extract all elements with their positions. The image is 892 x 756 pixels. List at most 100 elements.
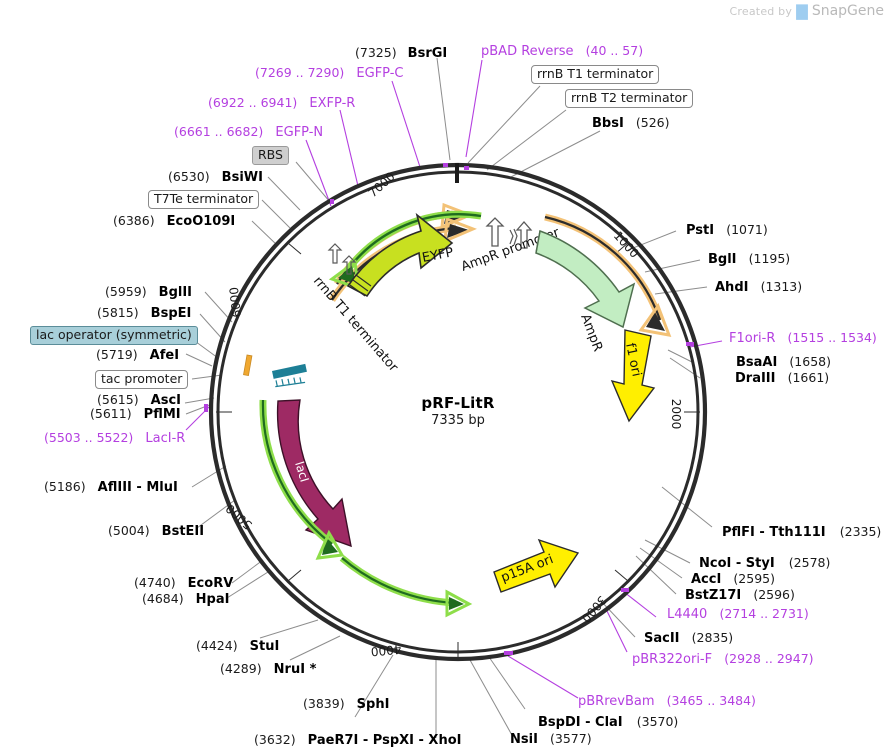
label-pbr322ori-f[interactable]: pBR322ori-F (2928 .. 2947) <box>632 652 814 667</box>
label-bbsi[interactable]: BbsI (526) <box>592 114 670 131</box>
laci-r-range: (5503 .. 5522) <box>44 430 134 445</box>
bsaai-name: BsaAI <box>736 355 778 370</box>
label-bspdi-clai[interactable]: BspDI - ClaI (3570) <box>538 713 678 730</box>
ecorv-position: (4740) <box>134 575 176 590</box>
label-ahdi[interactable]: AhdI (1313) <box>715 278 802 295</box>
leader-lines <box>184 57 713 738</box>
pbr322ori-f-name: pBR322ori-F <box>632 652 713 667</box>
label-hpai[interactable]: (4684) HpaI <box>142 590 229 607</box>
snapgene-watermark: Created by ▇ SnapGene <box>730 3 884 19</box>
label-afei[interactable]: (5719) AfeI <box>96 346 179 363</box>
ruler-label-2000: 2000 <box>669 399 683 430</box>
label-sacii[interactable]: SacII (2835) <box>644 629 733 646</box>
bsrgi-position: (7325) <box>355 45 397 60</box>
bspei-position: (5815) <box>97 305 139 320</box>
feature-label-eyfp: EYFP <box>421 245 455 266</box>
label-ncoi-styi[interactable]: NcoI - StyI (2578) <box>699 554 830 571</box>
label-rrnb-t1-terminator[interactable]: rrnB T1 terminator <box>531 65 660 84</box>
label-asci[interactable]: (5615) AscI <box>97 391 181 408</box>
label-tac-promoter[interactable]: tac promoter <box>95 370 189 389</box>
sphi-name: SphI <box>356 697 390 712</box>
label-draiii[interactable]: DraIII (1661) <box>735 369 829 386</box>
label-rbs[interactable]: RBS <box>252 146 289 165</box>
feature-ampr: AmpR <box>535 229 636 354</box>
l4440-range: (2714 .. 2731) <box>719 606 809 621</box>
pflmi-name: PflMI <box>143 407 181 422</box>
feature-label-f1-ori: f1 ori <box>622 342 644 378</box>
f1ori-r-name: F1ori-R <box>729 331 776 346</box>
label-acci[interactable]: AccI (2595) <box>691 570 775 587</box>
label-stui[interactable]: (4424) StuI <box>196 637 279 654</box>
label-lac-operator[interactable]: lac operator (symmetric) <box>30 326 198 345</box>
egfp-n-range: (6661 .. 6682) <box>174 124 264 139</box>
nsii-name: NsiI <box>510 732 538 747</box>
pflfi-tth111i-position: (2335) <box>839 524 882 539</box>
afliii-position: (5186) <box>44 479 86 494</box>
sacii-name: SacII <box>644 631 680 646</box>
pbad-reverse-range: (40 .. 57) <box>585 43 644 58</box>
paer7i-name: PaeR7I - PspXI - XhoI <box>307 733 462 748</box>
label-laci-r[interactable]: (5503 .. 5522) LacI-R <box>44 431 185 446</box>
label-exfp-r[interactable]: (6922 .. 6941) EXFP-R <box>208 96 355 111</box>
label-egfp-n[interactable]: (6661 .. 6682) EGFP-N <box>174 125 323 140</box>
label-rrnb-t2-terminator[interactable]: rrnB T2 terminator <box>565 89 694 108</box>
label-pbrrevbam[interactable]: pBRrevBam (3465 .. 3484) <box>578 694 756 709</box>
primer-arrow-green-top <box>328 210 482 291</box>
nsii-position: (3577) <box>550 731 592 746</box>
label-l4440[interactable]: L4440 (2714 .. 2731) <box>667 607 809 622</box>
f1ori-r-range: (1515 .. 1534) <box>787 330 877 345</box>
label-ecorv[interactable]: (4740) EcoRV <box>134 574 233 591</box>
watermark-brand: SnapGene <box>811 3 884 19</box>
paer7i-position: (3632) <box>254 732 296 747</box>
ecoo109i-position: (6386) <box>113 213 155 228</box>
sacii-position: (2835) <box>691 630 734 645</box>
label-t7te-terminator[interactable]: T7Te terminator <box>148 190 260 209</box>
ncoi-styi-name: NcoI - StyI <box>699 556 775 571</box>
label-bsaai[interactable]: BsaAI (1658) <box>736 353 831 370</box>
ahdi-position: (1313) <box>760 279 803 294</box>
pflfi-tth111i-name: PflFI - Tth111I <box>722 525 826 540</box>
bgli-position: (1195) <box>748 251 791 266</box>
label-bgli[interactable]: BglI (1195) <box>708 250 790 267</box>
label-bspei[interactable]: (5815) BspEI <box>97 304 191 321</box>
afei-name: AfeI <box>149 348 180 363</box>
label-paer7i-pspxi-xhoi[interactable]: (3632) PaeR7I - PspXI - XhoI <box>254 731 461 748</box>
label-bsteii[interactable]: (5004) BstEII <box>108 522 204 539</box>
bspdi-clai-position: (3570) <box>636 714 679 729</box>
label-pflfi-tth111i[interactable]: PflFI - Tth111I (2335) <box>722 523 881 540</box>
feature-label-ampr: AmpR <box>577 312 605 354</box>
label-nrui[interactable]: (4289) NruI * <box>220 660 316 677</box>
feature-p15a-ori: p15A ori <box>493 538 580 593</box>
l4440-name: L4440 <box>667 607 708 622</box>
label-bglii[interactable]: (5959) BglII <box>105 283 192 300</box>
bsaai-position: (1658) <box>789 354 831 369</box>
label-bstz17i[interactable]: BstZ17I (2596) <box>685 586 795 603</box>
label-bsiwi[interactable]: (6530) BsiWI <box>168 168 263 185</box>
bsrgi-name: BsrGI <box>407 46 448 61</box>
label-afliii-mlui[interactable]: (5186) AflIII - MluI <box>44 478 178 495</box>
pbrrevbam-range: (3465 .. 3484) <box>666 693 756 708</box>
label-pbad-reverse[interactable]: pBAD Reverse (40 .. 57) <box>481 44 643 59</box>
feature-tac-promoter-tick <box>243 354 253 377</box>
watermark-prefix: Created by <box>729 4 793 18</box>
label-ecoo109i[interactable]: (6386) EcoO109I <box>113 212 235 229</box>
hpai-position: (4684) <box>142 591 184 606</box>
bsiwi-name: BsiWI <box>221 170 263 185</box>
asci-name: AscI <box>150 393 182 408</box>
label-pflmi[interactable]: (5611) PflMI <box>90 405 181 422</box>
label-bsrgi[interactable]: (7325) BsrGI <box>355 44 447 61</box>
plasmid-name: pRF-LitR <box>421 394 495 412</box>
label-nsii[interactable]: NsiI (3577) <box>510 730 592 747</box>
egfp-c-range: (7269 .. 7290) <box>255 65 345 80</box>
bsteii-name: BstEII <box>161 524 205 539</box>
stui-position: (4424) <box>196 638 238 653</box>
asci-position: (5615) <box>97 392 139 407</box>
label-sphi[interactable]: (3839) SphI <box>303 695 389 712</box>
label-f1ori-r[interactable]: F1ori-R (1515 .. 1534) <box>729 331 877 346</box>
label-egfp-c[interactable]: (7269 .. 7290) EGFP-C <box>255 66 404 81</box>
label-psti[interactable]: PstI (1071) <box>686 221 768 238</box>
bstz17i-position: (2596) <box>753 587 795 602</box>
exfp-r-name: EXFP-R <box>309 96 356 111</box>
primer-leader-lines <box>185 59 723 699</box>
